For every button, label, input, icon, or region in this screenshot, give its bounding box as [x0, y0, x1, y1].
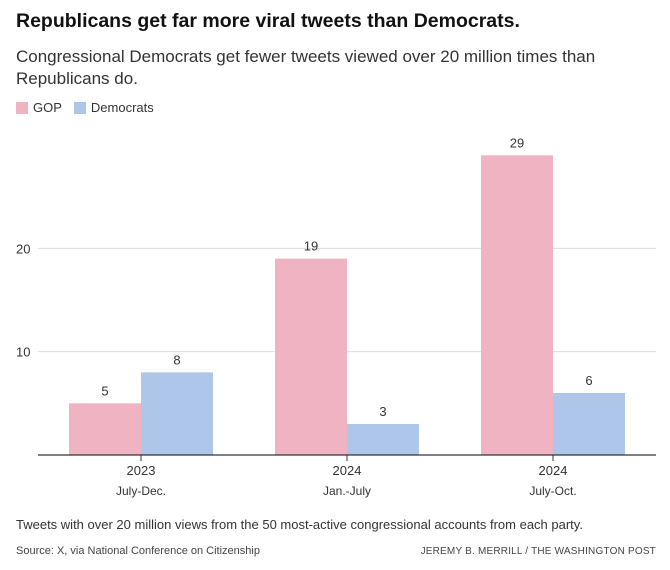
data-label-democrats-3: 6 [585, 373, 592, 388]
bar-gop-3 [481, 155, 553, 456]
x-tick-label-year-3: 2024 [539, 463, 568, 478]
bar-chart: 10 20 5 8 2023 July-Dec. 19 3 2024 Jan.-July 29 6 20… [16, 135, 656, 498]
data-label-gop-1: 5 [101, 383, 108, 398]
data-label-gop-2: 19 [304, 239, 318, 254]
legend: GOP Democrats [16, 100, 166, 115]
data-label-democrats-1: 8 [173, 352, 180, 367]
y-tick-label-20: 20 [16, 241, 30, 256]
legend-swatch-democrats [73, 101, 86, 114]
bar-gop-2 [275, 258, 347, 455]
legend-item-democrats: Democrats [73, 100, 154, 115]
chart-subtitle: Congressional Democrats get fewer tweets… [16, 47, 596, 88]
chart-title: Republicans get far more viral tweets th… [16, 10, 520, 32]
byline-credit: JEREMY B. MERRILL / THE WASHINGTON POST [420, 546, 656, 557]
data-label-democrats-2: 3 [379, 404, 386, 419]
bar-democrats-3 [553, 393, 625, 455]
legend-label-gop: GOP [33, 100, 62, 115]
legend-swatch-gop [16, 101, 28, 114]
x-tick-label-year-2: 2024 [333, 463, 362, 478]
bar-gop-1 [69, 403, 141, 455]
source-line: Source: X, via National Conference on Ci… [16, 545, 260, 557]
y-tick-label-10: 10 [16, 345, 30, 360]
x-tick-label-period-1: July-Dec. [116, 484, 166, 498]
x-tick-label-period-2: Jan.-July [323, 484, 371, 498]
data-label-gop-3: 29 [510, 135, 524, 150]
bar-democrats-1 [141, 372, 213, 455]
bar-democrats-2 [347, 424, 419, 455]
x-tick-label-period-3: July-Oct. [529, 484, 576, 498]
x-tick-label-year-1: 2023 [127, 463, 156, 478]
legend-item-gop: GOP [16, 100, 62, 115]
legend-label-democrats: Democrats [90, 100, 154, 115]
chart-note: Tweets with over 20 million views from t… [16, 517, 583, 532]
